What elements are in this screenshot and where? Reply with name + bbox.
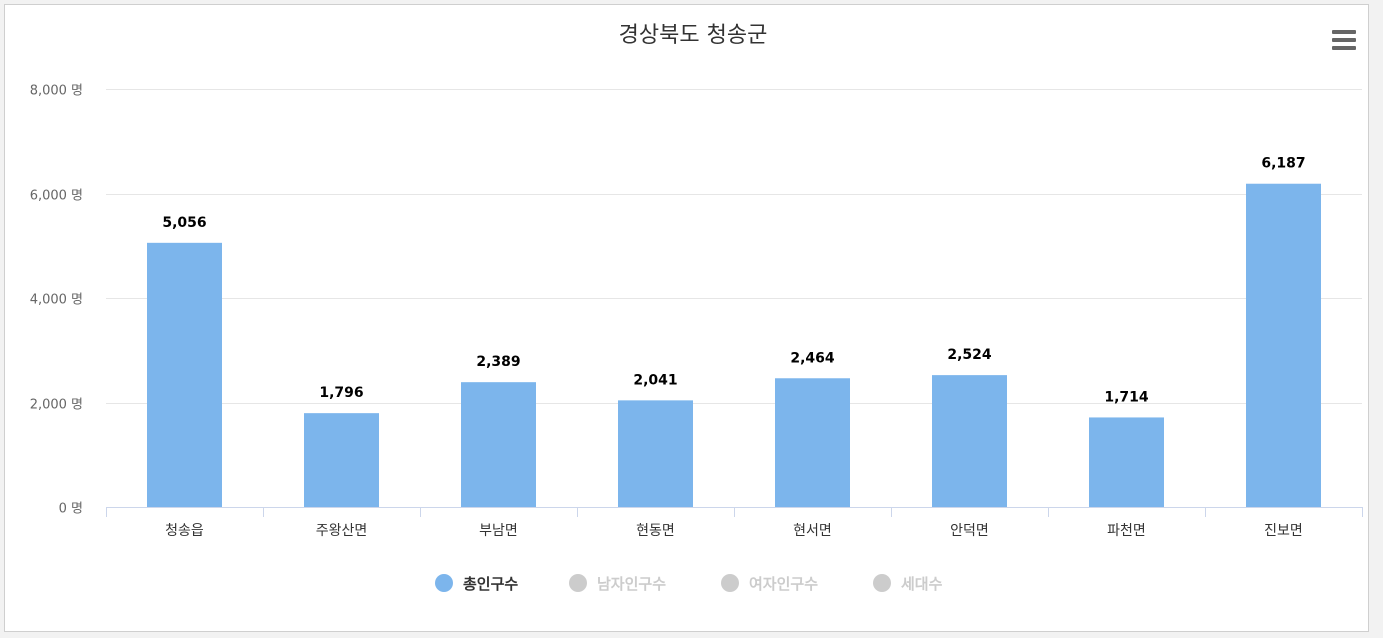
y-axis-ticks: 0 명 2,000 명 4,000 명 6,000 명 8,000 명	[30, 84, 83, 517]
bar[interactable]	[1089, 417, 1164, 507]
x-tick-label: 진보면	[1264, 523, 1303, 539]
data-label: 2,389	[476, 354, 520, 370]
y-tick-label: 0 명	[59, 502, 83, 517]
data-label: 2,041	[633, 372, 677, 388]
legend-marker	[435, 574, 453, 592]
data-label: 5,056	[162, 215, 206, 231]
y-tick-label: 8,000 명	[30, 84, 83, 99]
hamburger-menu-icon[interactable]	[1330, 28, 1358, 52]
bar[interactable]	[618, 400, 693, 507]
legend: 총인구수 남자인구수 여자인구수 세대수	[435, 574, 943, 593]
bar[interactable]	[932, 375, 1007, 507]
chart-container	[4, 4, 1369, 632]
y-tick-label: 2,000 명	[30, 398, 83, 413]
bar[interactable]	[461, 382, 536, 507]
legend-item[interactable]: 세대수	[873, 574, 943, 593]
x-tick-label: 안덕면	[950, 523, 989, 539]
legend-marker	[721, 574, 739, 592]
y-tick-label: 4,000 명	[30, 293, 83, 308]
legend-item[interactable]: 여자인구수	[721, 574, 818, 593]
legend-label: 남자인구수	[597, 575, 666, 593]
legend-item[interactable]: 남자인구수	[569, 574, 666, 593]
data-label: 6,187	[1261, 156, 1305, 172]
x-tick-label: 청송읍	[165, 523, 204, 539]
x-tick-label: 파천면	[1107, 523, 1146, 539]
x-tick-label: 부남면	[479, 523, 518, 539]
x-tick-label: 현서면	[793, 523, 832, 539]
legend-marker	[569, 574, 587, 592]
x-tick-label: 현동면	[636, 523, 675, 539]
x-axis-ticks: 청송읍 주왕산면 부남면 현동면 현서면 안덕면 파천면 진보면	[165, 523, 1303, 539]
data-labels: 5,056 1,796 2,389 2,041 2,464 2,524 1,714 6,187	[162, 156, 1305, 406]
bar[interactable]	[147, 242, 222, 507]
x-axis	[106, 507, 1363, 517]
legend-marker	[873, 574, 891, 592]
chart-title: 경상북도 청송군	[619, 23, 768, 48]
bar[interactable]	[304, 413, 379, 507]
bar-series	[147, 183, 1321, 507]
y-tick-label: 6,000 명	[30, 189, 83, 204]
data-label: 1,714	[1104, 389, 1149, 405]
bar[interactable]	[1246, 183, 1321, 507]
legend-label: 총인구수	[463, 575, 518, 593]
data-label: 2,524	[947, 347, 992, 363]
legend-label: 세대수	[901, 575, 943, 593]
data-label: 2,464	[790, 350, 835, 366]
legend-item[interactable]: 총인구수	[435, 574, 518, 593]
legend-label: 여자인구수	[749, 575, 818, 593]
bar[interactable]	[775, 378, 850, 507]
data-label: 1,796	[319, 385, 363, 401]
grid-lines	[106, 89, 1362, 404]
x-tick-label: 주왕산면	[316, 523, 368, 539]
